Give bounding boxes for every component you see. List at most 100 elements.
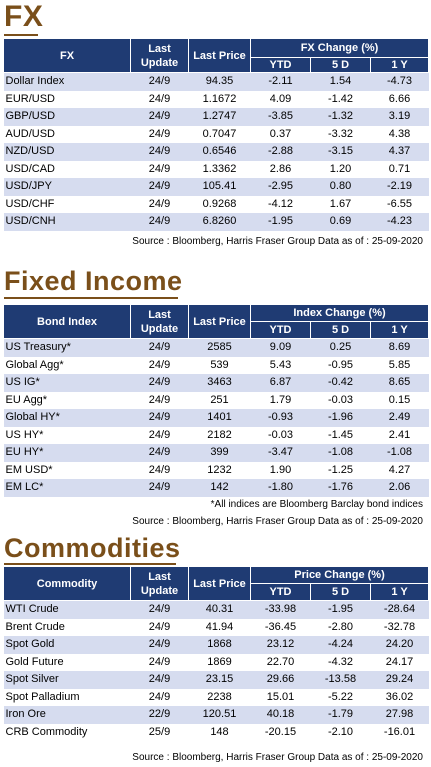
- row-5d: -1.79: [310, 706, 371, 724]
- row-last-price: 1.2747: [188, 108, 251, 126]
- row-5d: 0.25: [310, 338, 371, 357]
- row-5d: -1.95: [310, 600, 371, 619]
- fi-col-group: Index Change (%): [249, 304, 430, 322]
- row-1y: 4.37: [370, 143, 429, 161]
- row-1y: 6.66: [388, 92, 411, 105]
- row-1y: 24.20: [370, 636, 429, 654]
- fx-table: FX Last Update Last Price FX Change (%) …: [3, 38, 430, 231]
- row-name: US IG*: [3, 374, 131, 392]
- row-name: Spot Palladium: [5, 690, 80, 703]
- row-ytd: 40.18: [250, 706, 311, 724]
- row-last-update: 24/9: [130, 600, 189, 619]
- row-5d: -2.80: [327, 620, 354, 633]
- row-last-update: 24/9: [130, 143, 189, 161]
- row-ytd: -36.45: [264, 620, 297, 633]
- row-last-price: 94.35: [188, 72, 251, 91]
- row-name: Brent Crude: [5, 620, 65, 633]
- table-row: Gold Future 24/9 1869 22.70 -4.32 24.17: [4, 654, 429, 672]
- row-1y: -1.08: [370, 444, 429, 462]
- row-ytd: -0.03: [267, 428, 294, 441]
- row-1y: 3.19: [370, 108, 429, 126]
- row-ytd: -3.47: [250, 444, 311, 462]
- row-1y: 24.17: [385, 655, 414, 668]
- row-1y: 2.06: [370, 479, 429, 497]
- row-1y: 0.15: [388, 393, 411, 406]
- row-5d: -4.32: [327, 655, 354, 668]
- row-ytd: -1.80: [250, 479, 311, 497]
- row-last-price: 1.3362: [202, 162, 237, 175]
- fi-col-5d: 5 D: [310, 321, 371, 339]
- com-col-ytd: YTD: [250, 583, 311, 601]
- row-last-price: 539: [210, 358, 229, 371]
- fi-col-last-update: Last Update: [130, 304, 189, 339]
- commodities-table: Commodity Last Update Last Price Price C…: [3, 566, 430, 742]
- row-last-update: 24/9: [148, 690, 171, 703]
- table-row: US Treasury* 24/9 2585 9.09 0.25 8.69: [3, 338, 429, 357]
- row-ytd: 23.12: [250, 636, 311, 654]
- row-last-update: 24/9: [130, 479, 189, 497]
- fi-col-last-price: Last Price: [188, 304, 251, 339]
- fx-col-group: FX Change (%): [249, 38, 430, 58]
- row-5d: -1.32: [310, 108, 371, 126]
- row-ytd: -33.98: [250, 600, 311, 619]
- row-last-update: 24/9: [130, 409, 189, 427]
- row-5d: -1.25: [327, 463, 354, 476]
- com-col-1y: 1 Y: [369, 583, 430, 601]
- row-last-price: 41.94: [205, 620, 234, 633]
- row-last-price: 399: [188, 444, 251, 462]
- table-row: Dollar Index 24/9 94.35 -2.11 1.54 -4.73: [3, 72, 429, 91]
- row-last-update: 24/9: [130, 72, 189, 91]
- fixed-income-note: *All indices are Bloomberg Barclay bond …: [210, 499, 423, 510]
- row-5d: -5.22: [327, 690, 354, 703]
- row-5d: -3.15: [310, 143, 371, 161]
- row-ytd: 22.70: [266, 655, 295, 668]
- row-last-price: 3463: [188, 374, 251, 392]
- row-ytd: -1.95: [250, 213, 311, 231]
- row-name: US Treasury*: [3, 338, 131, 357]
- table-row: Brent Crude 24/9 41.94 -36.45 -2.80 -32.78: [4, 619, 429, 637]
- com-col-group: Price Change (%): [249, 566, 430, 584]
- row-5d: -0.03: [327, 393, 354, 406]
- table-row: EU Agg* 24/9 251 1.79 -0.03 0.15: [4, 392, 429, 410]
- row-name: US HY*: [5, 428, 44, 441]
- row-ytd: -2.88: [250, 143, 311, 161]
- table-row: CRB Commodity 25/9 148 -20.15 -2.10 -16.01: [4, 724, 429, 742]
- row-name: Spot Gold: [3, 636, 131, 654]
- row-last-update: 25/9: [148, 725, 171, 738]
- row-ytd: 9.09: [250, 338, 311, 357]
- row-name: USD/CAD: [5, 162, 56, 175]
- row-ytd: -0.93: [250, 409, 311, 427]
- row-last-price: 0.7047: [202, 127, 237, 140]
- row-last-update: 24/9: [130, 338, 189, 357]
- row-ytd: 6.87: [250, 374, 311, 392]
- row-ytd: 0.37: [269, 127, 292, 140]
- row-last-update: 24/9: [130, 636, 189, 654]
- row-last-price: 23.15: [188, 671, 251, 689]
- row-name: GBP/USD: [3, 108, 131, 126]
- row-name: EM LC*: [3, 479, 131, 497]
- com-col-last-update: Last Update: [130, 566, 189, 601]
- commodities-source: Source : Bloomberg, Harris Fraser Group …: [132, 752, 423, 763]
- row-last-price: 120.51: [188, 706, 251, 724]
- fixed-income-title-underline: [4, 297, 178, 299]
- row-1y: 2.49: [370, 409, 429, 427]
- fx-col-5d: 5 D: [310, 57, 371, 73]
- row-last-update: 24/9: [148, 393, 171, 406]
- row-1y: 4.38: [388, 127, 411, 140]
- row-5d: -1.76: [310, 479, 371, 497]
- row-1y: -2.19: [370, 178, 429, 196]
- row-1y: -4.23: [370, 213, 429, 231]
- row-last-price: 0.9268: [202, 197, 237, 210]
- row-1y: 0.71: [388, 162, 411, 175]
- row-5d: -1.45: [327, 428, 354, 441]
- com-col-5d: 5 D: [310, 583, 371, 601]
- row-name: Global Agg*: [5, 358, 64, 371]
- table-row: AUD/USD 24/9 0.7047 0.37 -3.32 4.38: [4, 126, 429, 144]
- row-last-update: 24/9: [148, 197, 171, 210]
- row-last-price: 1401: [188, 409, 251, 427]
- row-last-update: 24/9: [148, 127, 171, 140]
- table-row: Spot Silver 24/9 23.15 29.66 -13.58 29.24: [3, 671, 429, 689]
- table-row: EM LC* 24/9 142 -1.80 -1.76 2.06: [3, 479, 429, 497]
- row-5d: -3.32: [327, 127, 354, 140]
- fi-col-ytd: YTD: [250, 321, 311, 339]
